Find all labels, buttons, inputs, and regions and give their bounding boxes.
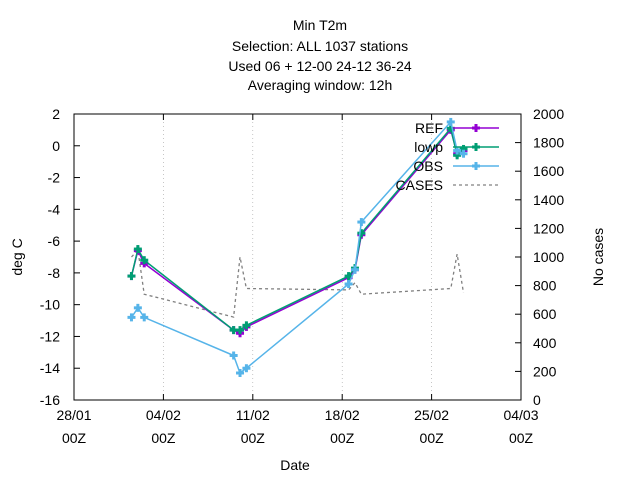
x-tick-label-time: 00Z: [151, 430, 176, 446]
data-point-obs: [453, 146, 462, 155]
y2-tick-label: 400: [533, 335, 557, 351]
grid: [163, 114, 432, 400]
y2-tick-label: 1800: [533, 135, 564, 151]
data-point-obs: [350, 265, 359, 274]
data-point-lowp: [236, 326, 245, 335]
y2-tick-label: 1600: [533, 163, 564, 179]
legend-marker-ref: [472, 124, 480, 132]
y-tick-label: -8: [48, 265, 61, 281]
x-tick-label-time: 00Z: [509, 430, 534, 446]
y2-tick-label: 600: [533, 306, 557, 322]
data-point-obs: [446, 117, 455, 126]
title-line-2: Selection: ALL 1037 stations: [232, 38, 408, 54]
data-point-obs: [133, 303, 142, 312]
data-point-lowp: [133, 245, 142, 254]
data-point-obs: [127, 313, 136, 322]
data-point-obs: [344, 280, 353, 289]
x-tick-label: 04/03: [503, 407, 538, 423]
y2-tick-label: 1200: [533, 220, 564, 236]
x-tick-label: 25/02: [414, 407, 449, 423]
y2-tick-label: 200: [533, 363, 557, 379]
y-tick-label: -12: [40, 328, 60, 344]
chart-title: Min T2m Selection: ALL 1037 stations Use…: [228, 17, 412, 93]
y2-axis-label: No cases: [590, 228, 606, 286]
x-tick-label: 04/02: [146, 407, 181, 423]
data-point-obs: [242, 364, 251, 373]
legend: REF lowp OBS CASES: [396, 120, 499, 193]
y-axis-label: deg C: [9, 238, 25, 275]
y2-tick-label: 2000: [533, 106, 564, 122]
data-point-obs: [459, 149, 468, 158]
title-line-4: Averaging window: 12h: [248, 77, 393, 93]
y2-tick-label: 1000: [533, 249, 564, 265]
y-tick-label: -10: [40, 297, 60, 313]
axes: 20-2-4-6-8-10-12-14-16200018001600140012…: [40, 106, 565, 446]
legend-marker-obs: [472, 162, 480, 170]
y2-tick-label: 0: [533, 392, 541, 408]
y-tick-label: -16: [40, 392, 60, 408]
data-point-obs: [229, 351, 238, 360]
series-line-cases: [131, 248, 465, 318]
data-point-obs: [236, 368, 245, 377]
legend-label-ref: REF: [415, 120, 443, 136]
y-tick-label: -6: [48, 233, 61, 249]
y-tick-label: 0: [52, 138, 60, 154]
x-axis-label: Date: [280, 457, 310, 473]
data-point-lowp: [127, 272, 136, 281]
data-point-obs: [140, 313, 149, 322]
x-tick-label-time: 00Z: [330, 430, 355, 446]
y-tick-label: -14: [40, 360, 60, 376]
y2-tick-label: 1400: [533, 192, 564, 208]
data-point-lowp: [140, 256, 149, 265]
x-tick-label-time: 00Z: [420, 430, 445, 446]
data-point-lowp: [242, 321, 251, 330]
data-point-lowp: [357, 229, 366, 238]
x-tick-label-time: 00Z: [241, 430, 266, 446]
y2-tick-label: 800: [533, 278, 557, 294]
data-point-obs: [357, 218, 366, 227]
x-tick-label: 28/01: [56, 407, 91, 423]
title-line-1: Min T2m: [293, 17, 347, 33]
legend-label-lowp: lowp: [414, 139, 443, 155]
x-tick-label: 11/02: [236, 407, 270, 423]
x-tick-label: 18/02: [325, 407, 360, 423]
title-line-3: Used 06 + 12-00 24-12 36-24: [228, 58, 412, 74]
y-tick-label: 2: [52, 106, 60, 122]
legend-label-cases: CASES: [396, 177, 443, 193]
series-lines: [127, 117, 468, 377]
legend-label-obs: OBS: [413, 158, 443, 174]
y-tick-label: -4: [48, 201, 61, 217]
data-point-lowp: [344, 272, 353, 281]
x-tick-label-time: 00Z: [62, 430, 87, 446]
legend-marker-lowp: [472, 143, 480, 151]
y-tick-label: -2: [48, 170, 61, 186]
